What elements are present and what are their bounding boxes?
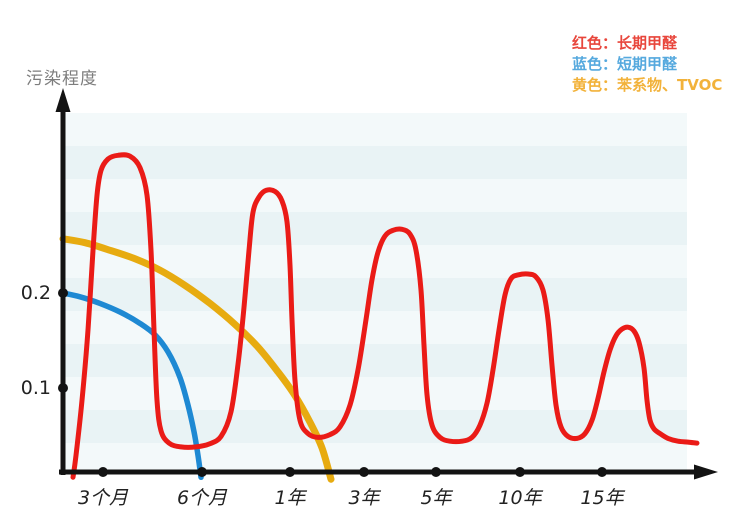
x-tick-label-3: 3年 bbox=[348, 487, 381, 509]
x-tick-label-0: 3个月 bbox=[78, 487, 129, 509]
x-tick-dot-1 bbox=[197, 467, 207, 477]
x-tick-label-2: 1年 bbox=[274, 487, 307, 509]
x-tick-dot-5 bbox=[515, 467, 525, 477]
legend: 红色：长期甲醛 蓝色：短期甲醛 黄色：苯系物、TVOC bbox=[572, 33, 722, 96]
x-tick-dot-2 bbox=[285, 467, 295, 477]
x-tick-label-5: 10年 bbox=[498, 487, 543, 509]
x-tick-label-1: 6个月 bbox=[177, 487, 228, 509]
y-tick-label-1: 0.1 bbox=[21, 377, 51, 399]
x-axis-arrow-icon bbox=[694, 464, 718, 480]
x-tick-dot-4 bbox=[431, 467, 441, 477]
legend-item-blue-short-term: 蓝色：短期甲醛 bbox=[572, 55, 678, 73]
x-tick-dot-0 bbox=[98, 467, 108, 477]
series-path-red-long-term bbox=[70, 152, 700, 480]
legend-item-red-long-term: 红色：长期甲醛 bbox=[572, 34, 678, 52]
x-tick-label-6: 15年 bbox=[580, 487, 625, 509]
y-tick-dot-0 bbox=[58, 288, 68, 298]
y-axis-title: 污染程度 bbox=[26, 69, 98, 89]
y-tick-dot-1 bbox=[58, 383, 68, 393]
x-tick-label-4: 5年 bbox=[420, 487, 453, 509]
x-tick-dot-6 bbox=[597, 467, 607, 477]
legend-item-yellow-tvoc: 黄色：苯系物、TVOC bbox=[572, 76, 723, 94]
y-axis-arrow-icon bbox=[55, 88, 71, 112]
y-tick-label-0: 0.2 bbox=[21, 282, 51, 304]
x-tick-dot-3 bbox=[359, 467, 369, 477]
